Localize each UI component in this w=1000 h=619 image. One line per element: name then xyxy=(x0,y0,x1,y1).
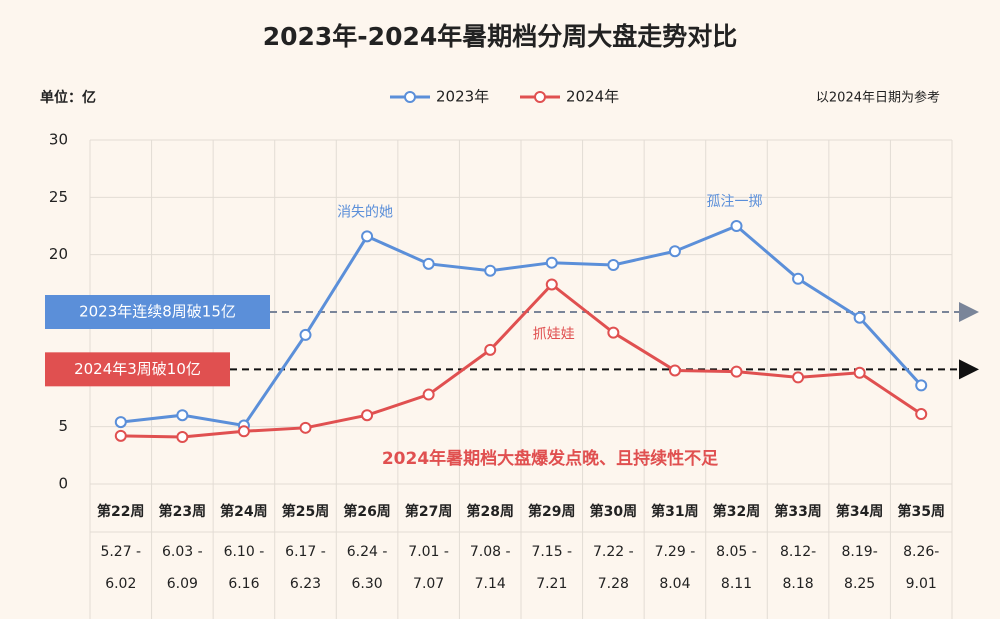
data-point xyxy=(484,264,497,277)
point-annotation: 孤注一掷 xyxy=(707,194,763,210)
data-point xyxy=(607,326,620,339)
legend-label: 2024年 xyxy=(566,88,619,106)
date-range: 6.23 xyxy=(290,576,321,592)
x-tick-label: 第22周 xyxy=(97,503,144,520)
y-tick-label: 5 xyxy=(58,417,68,435)
data-point xyxy=(114,416,127,429)
data-point xyxy=(299,328,312,341)
data-point xyxy=(237,425,250,438)
reference-label: 2024年3周破10亿 xyxy=(74,360,201,378)
reference-label: 2023年连续8周破15亿 xyxy=(79,303,236,321)
data-point xyxy=(915,379,928,392)
data-point xyxy=(853,311,866,324)
x-tick-label: 第24周 xyxy=(220,503,267,520)
reference-box xyxy=(45,352,230,387)
date-range: 8.25 xyxy=(844,576,875,592)
date-range: 6.30 xyxy=(351,576,382,592)
data-point xyxy=(176,409,189,422)
x-tick-label: 第33周 xyxy=(774,503,821,520)
x-tick-label: 第32周 xyxy=(713,503,760,520)
data-point xyxy=(114,429,127,442)
data-point xyxy=(853,366,866,379)
x-tick-label: 第25周 xyxy=(282,503,329,520)
unit-label: 单位：亿 xyxy=(40,89,96,106)
date-range: 6.09 xyxy=(167,576,198,592)
date-range: 7.28 xyxy=(598,576,629,592)
data-point xyxy=(545,278,558,291)
series-line xyxy=(120,224,923,428)
data-point xyxy=(915,408,928,421)
data-point xyxy=(422,388,435,401)
legend-marker xyxy=(534,91,546,103)
date-range: 6.24 - xyxy=(347,544,388,560)
date-range: 8.04 xyxy=(659,576,690,592)
x-tick-label: 第29周 xyxy=(528,503,575,520)
date-range: 6.02 xyxy=(105,576,136,592)
date-range: 6.16 xyxy=(228,576,259,592)
y-tick-label: 0 xyxy=(58,475,68,493)
date-range: 7.21 xyxy=(536,576,567,592)
data-point xyxy=(607,258,620,271)
data-point xyxy=(668,245,681,258)
date-range: 7.07 xyxy=(413,576,444,592)
date-range: 8.26- xyxy=(903,544,939,560)
reference-box xyxy=(45,295,270,329)
x-tick-label: 第28周 xyxy=(466,503,513,520)
date-range: 7.14 xyxy=(475,576,506,592)
data-point xyxy=(361,230,374,243)
x-tick-label: 第23周 xyxy=(159,503,206,520)
date-range: 5.27 - xyxy=(100,544,141,560)
date-range: 8.12- xyxy=(780,544,816,560)
date-range: 9.01 xyxy=(906,576,937,592)
data-point xyxy=(730,220,743,232)
data-point xyxy=(792,272,805,285)
data-point xyxy=(176,430,189,443)
legend-marker xyxy=(404,91,416,103)
data-point xyxy=(545,256,558,269)
note: 以2024年日期为参考 xyxy=(816,90,940,106)
date-range: 7.22 - xyxy=(593,544,634,560)
point-annotation: 消失的她 xyxy=(337,204,393,220)
data-point xyxy=(361,409,374,422)
data-point xyxy=(422,257,435,270)
x-tick-label: 第27周 xyxy=(405,503,452,520)
date-range: 6.17 - xyxy=(285,544,326,560)
y-tick-label: 20 xyxy=(49,245,68,263)
date-range: 8.18 xyxy=(782,576,813,592)
data-point xyxy=(730,365,743,378)
date-range: 7.29 - xyxy=(655,544,696,560)
y-tick-label: 30 xyxy=(49,131,68,149)
date-range: 8.11 xyxy=(721,576,752,592)
date-range: 7.15 - xyxy=(531,544,572,560)
data-point xyxy=(792,371,805,384)
date-range: 8.05 - xyxy=(716,544,757,560)
legend-label: 2023年 xyxy=(436,88,489,106)
data-point xyxy=(668,364,681,377)
x-tick-label: 第30周 xyxy=(590,503,637,520)
date-range: 6.10 - xyxy=(224,544,265,560)
data-point xyxy=(299,421,312,434)
point-annotation: 抓娃娃 xyxy=(533,326,575,342)
data-point xyxy=(484,343,497,356)
caption: 2024年暑期档大盘爆发点晚、且持续性不足 xyxy=(382,448,718,469)
x-tick-label: 第34周 xyxy=(836,503,883,520)
series-line xyxy=(120,282,923,439)
x-tick-label: 第35周 xyxy=(897,503,944,520)
date-range: 7.01 - xyxy=(408,544,449,560)
y-tick-label: 25 xyxy=(49,188,68,206)
date-range: 7.08 - xyxy=(470,544,511,560)
date-range: 6.03 - xyxy=(162,544,203,560)
chart-title: 2023年-2024年暑期档分周大盘走势对比 xyxy=(263,22,738,51)
x-tick-label: 第31周 xyxy=(651,503,698,520)
date-range: 8.19- xyxy=(842,544,878,560)
x-tick-label: 第26周 xyxy=(343,503,390,520)
